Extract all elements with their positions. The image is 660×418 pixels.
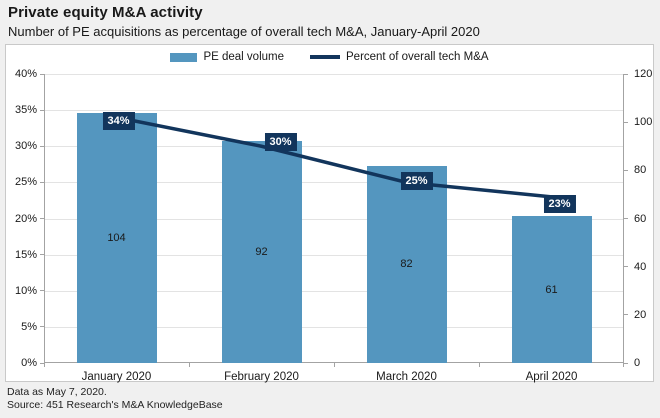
x-axis-tick	[189, 363, 190, 367]
left-axis-tick	[40, 254, 44, 256]
left-axis-tick-label: 5%	[21, 320, 37, 333]
left-axis-tick-label: 15%	[14, 248, 37, 261]
bar-april-2020: 61	[511, 216, 592, 363]
y-axis-line-left	[44, 74, 45, 363]
left-axis-tick	[40, 218, 44, 219]
right-axis-tick-label: 20	[634, 308, 647, 321]
left-axis-tick	[40, 145, 44, 147]
line-point-label-30-: 30%	[264, 133, 297, 152]
legend-item-percent-line: Percent of overall tech M&A	[310, 51, 489, 63]
bar-march-2020: 82	[366, 165, 447, 363]
gridline	[44, 182, 624, 184]
bar-value-label: 61	[545, 283, 558, 296]
left-axis-tick-label: 25%	[14, 176, 37, 189]
line-point-label-34-: 34%	[102, 112, 135, 131]
left-axis-tick	[40, 181, 44, 183]
x-axis-tick	[479, 363, 480, 367]
left-axis-tick-label: 20%	[14, 212, 37, 225]
legend-label-pe-deal-volume: PE deal volume	[203, 51, 284, 63]
bar-value-label: 92	[255, 246, 268, 259]
chart-legend: PE deal volume Percent of overall tech M…	[6, 51, 653, 63]
right-axis-tick	[624, 362, 628, 364]
bar-swatch-icon	[170, 52, 198, 62]
x-axis-tick	[44, 363, 45, 367]
line-point-label-23-: 23%	[543, 194, 576, 213]
x-axis-tick	[623, 363, 624, 367]
chart-footer: Data as May 7, 2020. Source: 451 Researc…	[7, 386, 223, 412]
gridline	[44, 74, 624, 75]
gridline	[44, 110, 624, 112]
legend-label-percent-line: Percent of overall tech M&A	[346, 51, 489, 63]
right-axis-tick	[624, 121, 628, 123]
left-axis-tick-label: 0%	[21, 357, 37, 369]
left-axis-tick	[40, 73, 44, 75]
bar-february-2020: 92	[221, 141, 302, 363]
right-axis-tick	[624, 218, 628, 219]
gridline	[44, 146, 624, 148]
gridline	[44, 290, 624, 292]
gridline	[44, 218, 624, 220]
left-axis-tick	[40, 290, 44, 292]
trend-line	[116, 115, 552, 199]
chart-panel: PE deal volume Percent of overall tech M…	[5, 44, 654, 384]
x-axis-tick	[334, 363, 335, 367]
x-axis-label-february-2020: February 2020	[224, 371, 299, 383]
right-axis-tick	[624, 314, 628, 316]
left-axis-tick	[40, 362, 44, 364]
x-axis-label-january-2020: January 2020	[81, 371, 152, 383]
footer-source: Source: 451 Research's M&A KnowledgeBase	[7, 399, 223, 411]
page-title: Private equity M&A activity	[8, 4, 203, 21]
plot-area: 0% 5% 10% 15% 20% 25% 30% 35% 40% 0 20 40 60 80 100 120…	[15, 69, 652, 384]
right-axis-tick-label: 80	[634, 164, 647, 177]
page-subtitle: Number of PE acquisitions as percentage …	[8, 24, 480, 39]
left-axis-tick-label: 35%	[14, 104, 37, 117]
right-axis-tick-label: 120	[634, 68, 653, 80]
gridline	[44, 254, 624, 256]
bar-value-label: 104	[107, 231, 126, 244]
left-axis-tick	[40, 326, 44, 328]
line-swatch-icon	[310, 55, 340, 59]
x-axis-line	[44, 362, 624, 363]
line-point-label-25-: 25%	[400, 172, 433, 191]
left-axis-tick-label: 40%	[14, 68, 37, 80]
right-axis-tick	[624, 169, 628, 171]
footer-data-as-of: Data as May 7, 2020.	[7, 386, 107, 398]
legend-item-pe-deal-volume: PE deal volume	[170, 51, 284, 63]
left-axis-tick	[40, 109, 44, 111]
right-axis-tick	[624, 266, 628, 268]
left-axis-tick-label: 30%	[14, 140, 37, 153]
y-axis-line-right	[623, 74, 624, 363]
bar-value-label: 82	[400, 258, 413, 271]
right-axis-tick-label: 40	[634, 260, 647, 273]
bar-january-2020: 104	[76, 112, 157, 363]
x-axis-label-april-2020: April 2020	[525, 371, 578, 383]
x-axis-label-march-2020: March 2020	[376, 371, 437, 383]
gridline	[44, 326, 624, 328]
right-axis-tick-label: 100	[634, 116, 653, 129]
right-axis-tick-label: 0	[634, 357, 641, 369]
right-axis-tick-label: 60	[634, 212, 647, 225]
left-axis-tick-label: 10%	[14, 284, 37, 297]
right-axis-tick	[624, 73, 628, 75]
